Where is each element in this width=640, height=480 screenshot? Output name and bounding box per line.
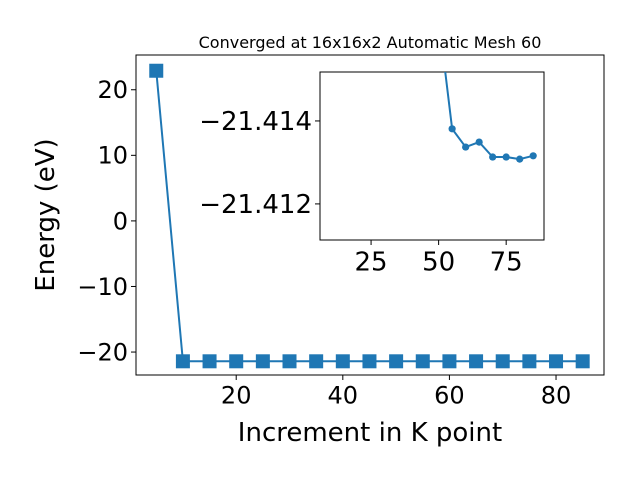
marker (516, 155, 524, 163)
chart-title: Converged at 16x16x2 Automatic Mesh 60 (199, 33, 542, 52)
x-tick-label: 75 (490, 247, 523, 277)
marker (442, 354, 457, 369)
marker (502, 153, 510, 161)
marker (149, 63, 164, 78)
marker (389, 354, 404, 369)
marker (522, 354, 537, 369)
x-tick-label: 50 (422, 247, 455, 277)
y-tick-label: 20 (97, 76, 128, 104)
marker (529, 152, 537, 160)
marker (435, 14, 442, 21)
marker (495, 354, 510, 369)
y-tick-label: −20 (77, 338, 128, 366)
x-tick-label: 60 (434, 382, 465, 410)
y-tick-label: −21.412 (199, 190, 312, 220)
y-tick-label: −21.414 (199, 107, 312, 137)
plot-layer (435, 14, 537, 163)
marker (475, 138, 483, 146)
marker (549, 354, 564, 369)
marker (175, 354, 190, 369)
marker (229, 354, 244, 369)
plot-area (319, 71, 545, 241)
marker (469, 354, 484, 369)
marker (255, 354, 270, 369)
marker (335, 354, 350, 369)
x-tick-label: 20 (221, 382, 252, 410)
marker (415, 354, 430, 369)
marker (489, 153, 497, 161)
y-tick-label: 10 (97, 142, 128, 170)
inset-background (320, 72, 544, 240)
x-tick-label: 25 (355, 247, 388, 277)
marker (309, 354, 324, 369)
plot-area (135, 54, 605, 376)
x-tick-label: 80 (541, 382, 572, 410)
marker (282, 354, 297, 369)
y-axis-label: Energy (eV) (31, 138, 61, 291)
y-tick-label: −10 (77, 273, 128, 301)
y-tick-label: 0 (113, 207, 128, 235)
marker (362, 354, 377, 369)
marker (448, 125, 456, 133)
x-tick-label: 40 (328, 382, 359, 410)
marker (202, 354, 217, 369)
marker (575, 354, 590, 369)
x-axis-label: Increment in K point (238, 418, 502, 448)
marker (462, 143, 470, 151)
plot-layer (149, 63, 590, 369)
